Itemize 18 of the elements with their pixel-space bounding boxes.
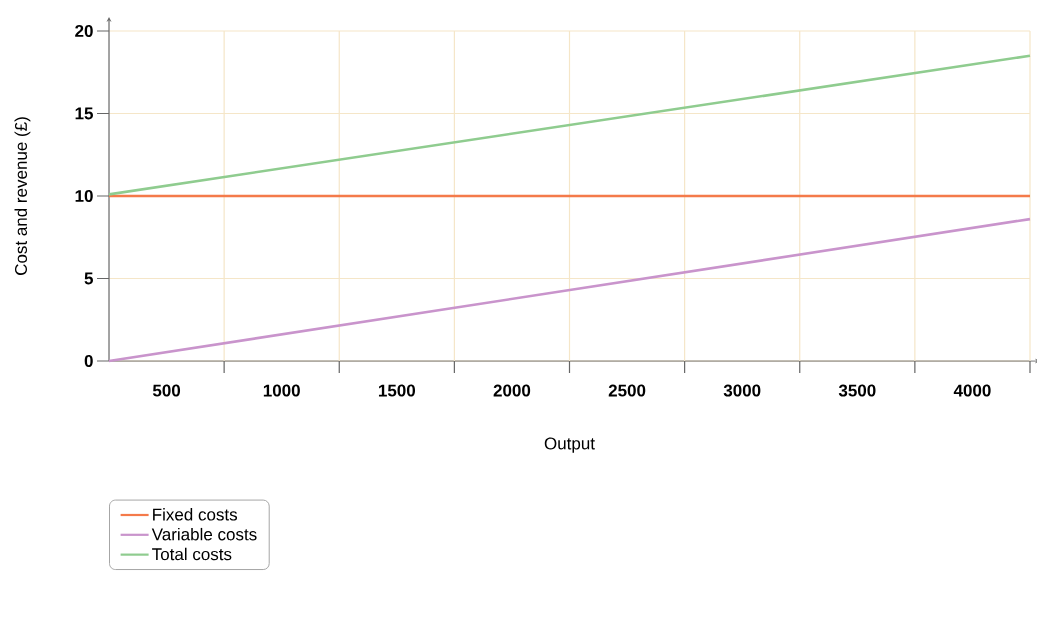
x-axis-title: Output [544, 437, 595, 453]
y-tick-label: 20 [75, 24, 93, 38]
x-tick-label: 4000 [953, 384, 991, 397]
y-tick-label: 10 [75, 189, 93, 203]
y-axis-title: Cost and revenue (£) [14, 117, 31, 275]
y-tick-label: 5 [84, 272, 93, 285]
x-tick-label: 1500 [378, 384, 416, 397]
x-tick-label: 2500 [608, 384, 646, 397]
y-tick-label: 15 [75, 107, 93, 120]
x-tick-label: 3000 [723, 384, 761, 397]
x-tick-label: 2000 [493, 384, 531, 397]
x-tick-label: 500 [152, 384, 181, 397]
x-tick-label: 3500 [838, 384, 876, 397]
legend-label: Variable costs [151, 527, 257, 541]
legend-label: Fixed costs [153, 508, 238, 521]
y-tick-label: 0 [84, 354, 93, 368]
x-tick-label: 1000 [263, 384, 300, 397]
legend-label: Total costs [152, 547, 232, 561]
